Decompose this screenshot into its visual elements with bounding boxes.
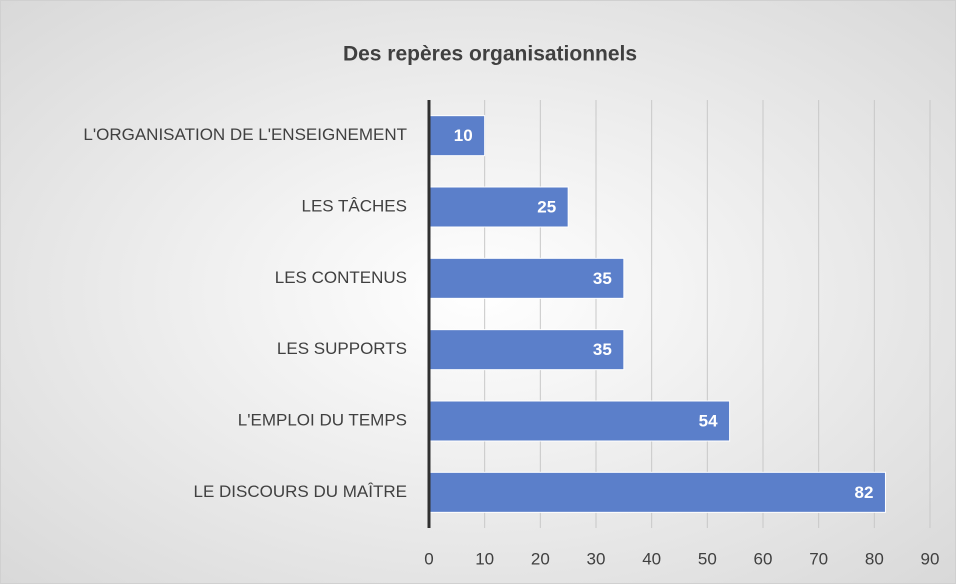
y-tick-label: LES SUPPORTS	[277, 339, 407, 358]
data-label: 82	[855, 483, 874, 502]
x-tick-label: 10	[475, 549, 494, 568]
x-tick-label: 70	[809, 549, 828, 568]
data-label: 10	[454, 126, 473, 145]
data-label: 35	[593, 340, 612, 359]
data-label: 25	[537, 197, 556, 216]
data-label: 54	[699, 411, 718, 430]
y-tick-label: LE DISCOURS DU MAÎTRE	[194, 482, 407, 501]
y-tick-label: LES CONTENUS	[275, 268, 407, 287]
chart-title: Des repères organisationnels	[343, 43, 637, 66]
bar	[428, 471, 886, 513]
y-tick-label: L'ORGANISATION DE L'ENSEIGNEMENT	[83, 125, 407, 144]
data-label: 35	[593, 269, 612, 288]
x-tick-label: 60	[754, 549, 773, 568]
x-tick-label: 50	[698, 549, 717, 568]
x-tick-label: 0	[424, 549, 433, 568]
x-tick-label: 20	[531, 549, 550, 568]
bar	[428, 400, 731, 442]
x-tick-label: 40	[642, 549, 661, 568]
y-tick-label: LES TÂCHES	[301, 196, 407, 215]
x-tick-label: 30	[587, 549, 606, 568]
x-tick-label: 80	[865, 549, 884, 568]
x-tick-label: 90	[921, 549, 940, 568]
y-tick-label: L'EMPLOI DU TEMPS	[238, 410, 407, 429]
